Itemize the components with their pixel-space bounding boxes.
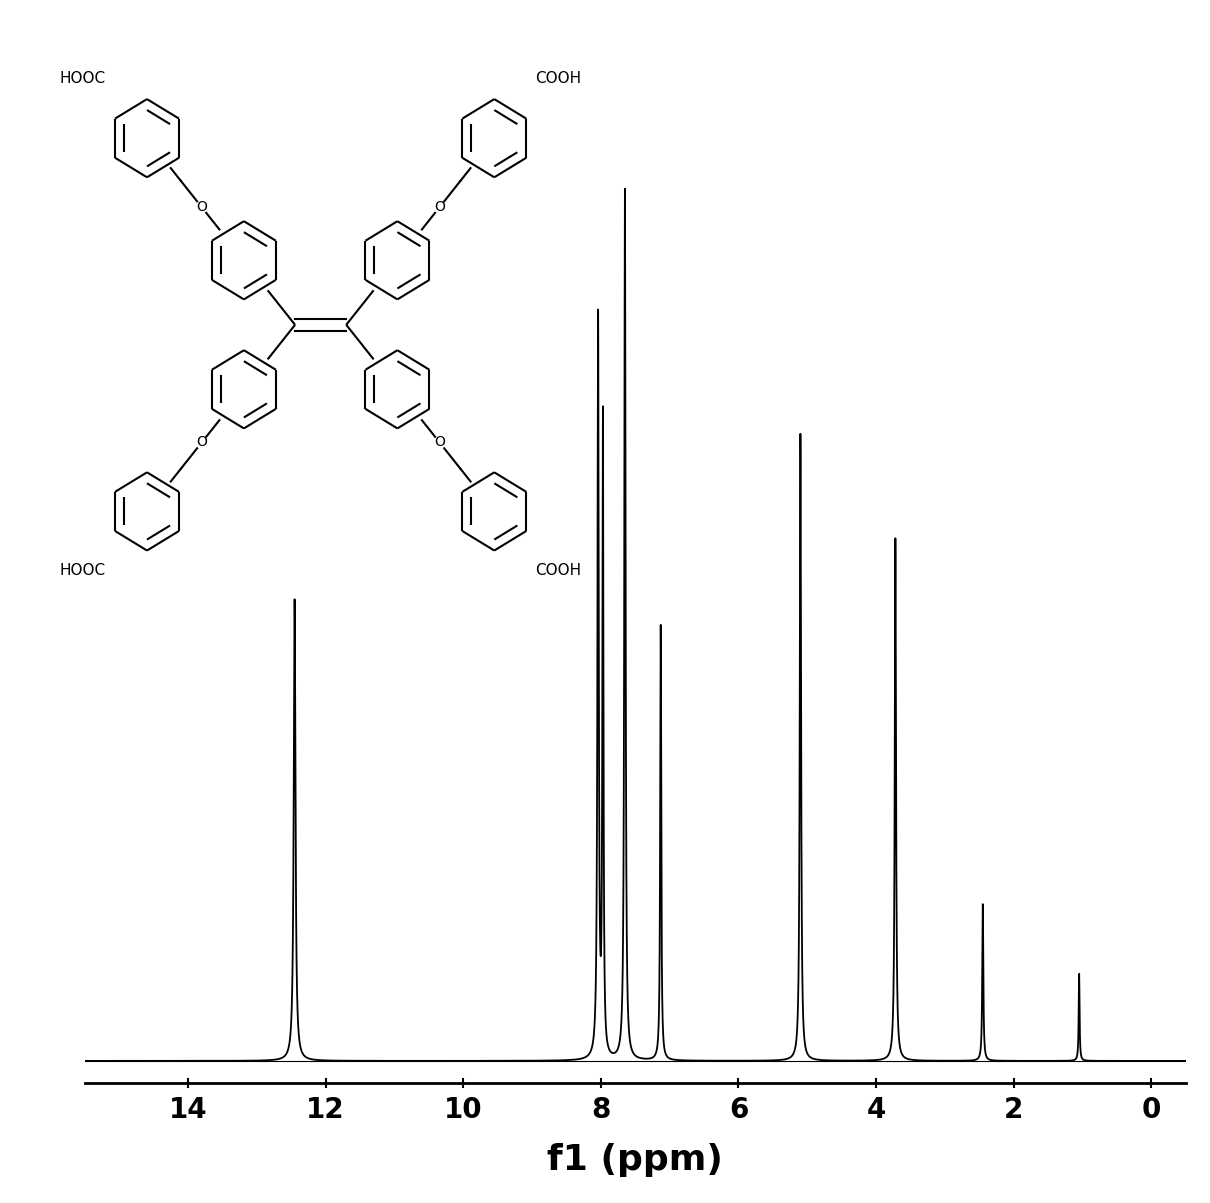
Text: COOH: COOH bbox=[536, 71, 582, 87]
Text: O: O bbox=[434, 201, 445, 214]
X-axis label: f1 (ppm): f1 (ppm) bbox=[547, 1143, 724, 1178]
Text: O: O bbox=[196, 435, 207, 449]
Text: HOOC: HOOC bbox=[59, 563, 105, 579]
Text: O: O bbox=[196, 201, 207, 214]
Text: O: O bbox=[434, 435, 445, 449]
Text: COOH: COOH bbox=[536, 563, 582, 579]
Text: HOOC: HOOC bbox=[59, 71, 105, 87]
